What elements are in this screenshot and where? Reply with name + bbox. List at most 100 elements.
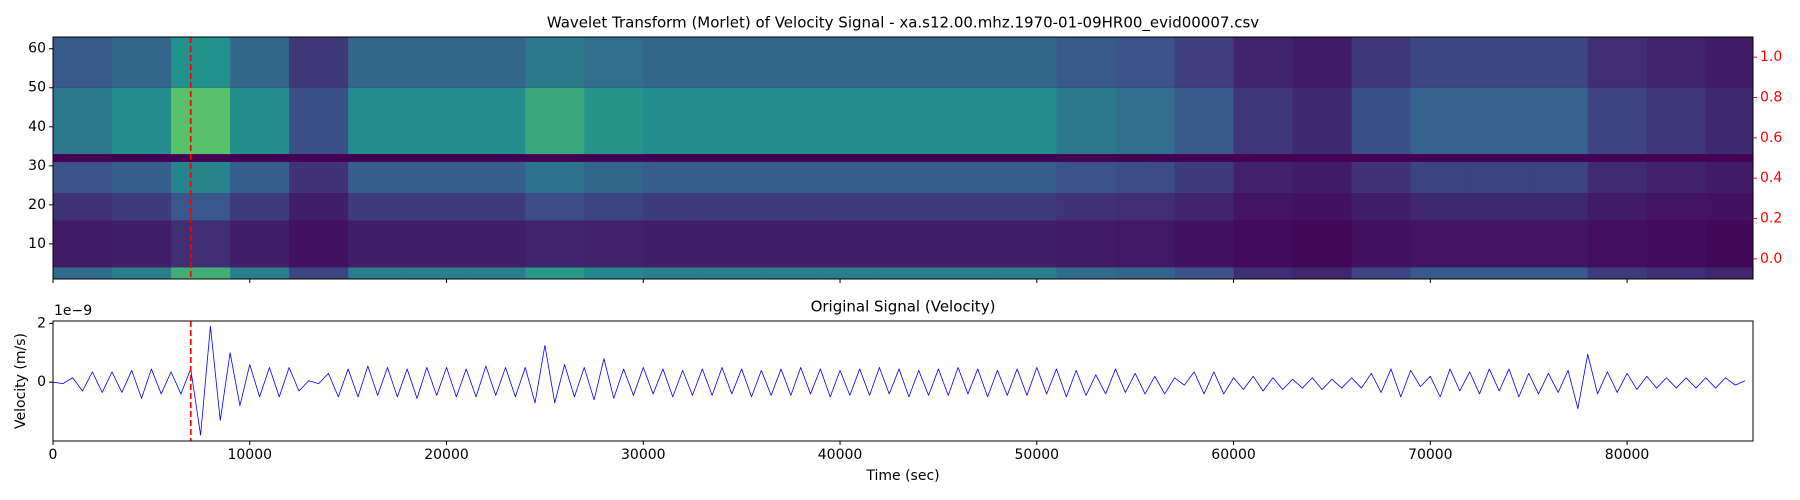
heatmap-cell: [820, 161, 880, 194]
heatmap-cell: [1174, 220, 1235, 268]
heatmap-cell: [584, 267, 644, 279]
heatmap-cell: [1705, 220, 1753, 268]
heatmap-cell: [1115, 87, 1176, 155]
y-tick-label: 40: [28, 119, 46, 135]
heatmap-cell: [1351, 161, 1412, 194]
heatmap-cell: [1587, 193, 1648, 221]
heatmap-cell: [230, 267, 290, 279]
heatmap-cell: [1292, 220, 1353, 268]
heatmap-cell: [997, 87, 1057, 155]
heatmap-cell: [879, 37, 939, 88]
heatmap-cell: [1233, 37, 1294, 88]
heatmap-cell: [171, 87, 231, 155]
plot-area: [53, 321, 1746, 441]
heatmap-cell: [1528, 220, 1589, 268]
heatmap-cell: [407, 193, 467, 221]
heatmap-cell: [1469, 161, 1530, 194]
heatmap-cell: [938, 87, 998, 155]
heatmap-cell: [525, 37, 585, 88]
heatmap-cell: [466, 161, 526, 194]
heatmap-cell: [1410, 220, 1471, 268]
x-tick-label: 70000: [1408, 447, 1453, 463]
heatmap-cell: [1646, 37, 1707, 88]
heatmap-cell: [1646, 193, 1707, 221]
x-tick-label: 60000: [1211, 447, 1256, 463]
heatmap-cell: [1410, 267, 1471, 279]
heatmap-cell: [525, 193, 585, 221]
heatmap-cell: [1174, 267, 1235, 279]
x-tick-label: 80000: [1605, 447, 1650, 463]
heatmap-cell: [1646, 267, 1707, 279]
heatmap-cell: [643, 37, 703, 88]
y-tick-label: 0: [37, 374, 46, 390]
plot-area: [53, 37, 1753, 279]
heatmap-cell: [1646, 220, 1707, 268]
y2-tick-label: 0.8: [1760, 90, 1782, 106]
heatmap-cell: [1056, 87, 1116, 155]
heatmap-cell: [53, 193, 113, 221]
heatmap-cell: [761, 161, 821, 194]
heatmap-cell: [112, 220, 172, 268]
heatmap-cell: [525, 220, 585, 268]
y-offset-label: 1e−9: [54, 303, 92, 319]
heatmap-cell: [1469, 220, 1530, 268]
heatmap-cell: [702, 220, 762, 268]
heatmap-cell: [1292, 37, 1353, 88]
heatmap-cell: [584, 87, 644, 155]
heatmap-cell: [1705, 161, 1753, 194]
heatmap-cell: [879, 161, 939, 194]
heatmap-cell: [466, 37, 526, 88]
heatmap-cell: [466, 87, 526, 155]
heatmap-cell: [1528, 161, 1589, 194]
heatmap-cell: [1174, 193, 1235, 221]
heatmap-cell: [289, 220, 349, 268]
heatmap-cell: [1174, 161, 1235, 194]
heatmap-cell: [1587, 87, 1648, 155]
heatmap-cell: [1056, 193, 1116, 221]
heatmap-cell: [820, 193, 880, 221]
heatmap-cell: [584, 193, 644, 221]
x-tick-label: 30000: [621, 447, 666, 463]
y2-tick-label: 0.6: [1760, 130, 1782, 146]
heatmap-cell: [230, 161, 290, 194]
heatmap-cell: [1174, 87, 1235, 155]
heatmap-cell: [1587, 37, 1648, 88]
y2-tick-label: 0.4: [1760, 170, 1782, 186]
y-tick-label: 20: [28, 197, 46, 213]
heatmap-cell: [1292, 161, 1353, 194]
heatmap-cell: [997, 267, 1057, 279]
heatmap-cell: [348, 37, 408, 88]
heatmap-cell: [53, 37, 113, 88]
heatmap-cell: [525, 161, 585, 194]
heatmap-cell: [466, 267, 526, 279]
heatmap-cell: [1115, 37, 1176, 88]
heatmap-cell: [1469, 193, 1530, 221]
heatmap-cell: [1351, 267, 1412, 279]
heatmap-cell: [525, 267, 585, 279]
heatmap-cell: [584, 161, 644, 194]
heatmap-cell: [761, 220, 821, 268]
heatmap-cell: [112, 267, 172, 279]
heatmap-cell: [1646, 87, 1707, 155]
heatmap-cell: [879, 267, 939, 279]
chart-title: Wavelet Transform (Morlet) of Velocity S…: [547, 14, 1259, 33]
heatmap-cell: [1705, 193, 1753, 221]
heatmap-cell: [584, 220, 644, 268]
heatmap-cell: [407, 220, 467, 268]
heatmap-cell: [1351, 220, 1412, 268]
heatmap-cell: [1351, 87, 1412, 155]
heatmap-cell: [1410, 87, 1471, 155]
heatmap-cell: [171, 37, 231, 88]
heatmap-cell: [584, 37, 644, 88]
y2-tick-label: 0.2: [1760, 211, 1782, 227]
heatmap-cell: [1587, 267, 1648, 279]
heatmap-cell: [643, 193, 703, 221]
heatmap-cell: [997, 220, 1057, 268]
heatmap-cell: [53, 220, 113, 268]
heatmap-cell: [1115, 161, 1176, 194]
heatmap-cell: [112, 37, 172, 88]
heatmap-cell: [289, 37, 349, 88]
heatmap-cell: [643, 87, 703, 155]
heatmap-cell: [997, 193, 1057, 221]
heatmap-cell: [761, 37, 821, 88]
